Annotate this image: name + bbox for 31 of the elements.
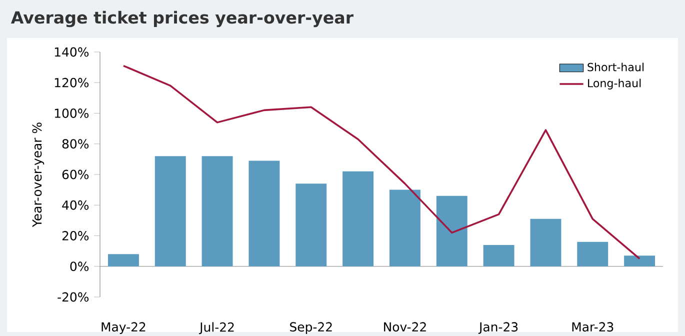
y-tick-label: 100%	[54, 108, 89, 118]
bar	[389, 190, 420, 266]
bar	[154, 156, 186, 266]
bar	[483, 244, 514, 266]
bar	[436, 196, 468, 266]
bar	[202, 156, 233, 266]
bar	[108, 254, 139, 266]
y-axis-title: Year-over-year %	[32, 122, 44, 228]
bar	[342, 171, 374, 266]
legend-label: Short-haul	[588, 62, 644, 72]
y-tick-label: -20%	[58, 292, 89, 302]
bar	[577, 242, 608, 266]
bar	[296, 184, 327, 266]
x-tick-label: Jul-22	[198, 322, 234, 334]
x-tick-label: May-22	[102, 322, 146, 334]
y-tick-label: 80%	[62, 139, 89, 149]
y-tick-label: 140%	[54, 47, 89, 57]
x-tick-label: Jan-23	[478, 322, 518, 334]
bar	[530, 218, 562, 266]
y-tick-label: 40%	[62, 200, 89, 210]
y-tick-label: 20%	[62, 231, 89, 240]
y-tick-label: 60%	[62, 170, 89, 180]
bar	[624, 256, 656, 266]
x-tick-label: Mar-23	[572, 322, 614, 332]
x-tick-label: Nov-22	[384, 322, 426, 332]
bar	[248, 160, 280, 266]
y-tick-label: 120%	[54, 78, 89, 88]
legend-label: Long-haul	[588, 78, 641, 90]
chart-title: Average ticket prices year-over-year	[10, 10, 354, 28]
y-tick-label: 0%	[70, 262, 89, 272]
x-tick-label: Sep-22	[290, 322, 332, 334]
